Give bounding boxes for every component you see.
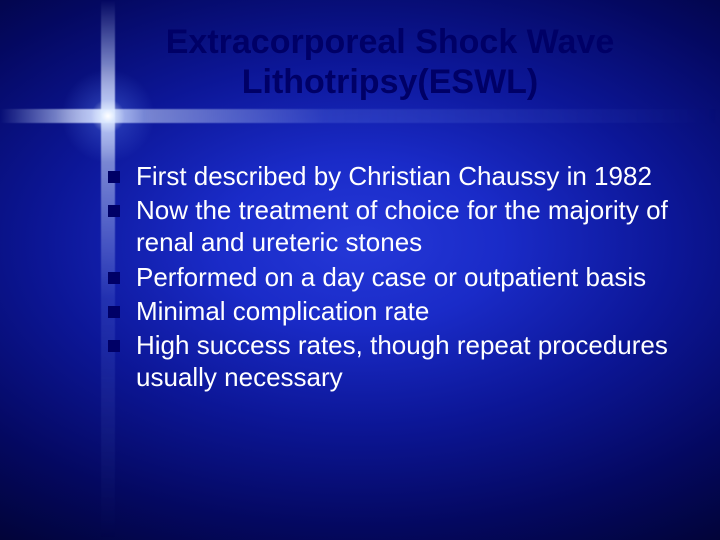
square-bullet-icon bbox=[108, 306, 120, 318]
bullet-text: Now the treatment of choice for the majo… bbox=[136, 194, 680, 258]
bullet-item: First described by Christian Chaussy in … bbox=[108, 160, 680, 192]
slide-title-line1: Extracorporeal Shock Wave bbox=[100, 22, 680, 62]
bullet-item: Performed on a day case or outpatient ba… bbox=[108, 261, 680, 293]
slide-title-line2: Lithotripsy(ESWL) bbox=[100, 62, 680, 102]
slide: Extracorporeal Shock Wave Lithotripsy(ES… bbox=[0, 0, 720, 540]
bullet-item: Minimal complication rate bbox=[108, 295, 680, 327]
slide-body: First described by Christian Chaussy in … bbox=[108, 160, 680, 396]
bullet-item: High success rates, though repeat proced… bbox=[108, 329, 680, 393]
square-bullet-icon bbox=[108, 272, 120, 284]
bullet-text: Minimal complication rate bbox=[136, 295, 680, 327]
square-bullet-icon bbox=[108, 171, 120, 183]
slide-title: Extracorporeal Shock Wave Lithotripsy(ES… bbox=[100, 22, 680, 102]
square-bullet-icon bbox=[108, 340, 120, 352]
square-bullet-icon bbox=[108, 205, 120, 217]
lens-flare-horizontal-streak bbox=[0, 109, 720, 123]
bullet-text: Performed on a day case or outpatient ba… bbox=[136, 261, 680, 293]
bullet-text: First described by Christian Chaussy in … bbox=[136, 160, 680, 192]
bullet-item: Now the treatment of choice for the majo… bbox=[108, 194, 680, 258]
bullet-text: High success rates, though repeat proced… bbox=[136, 329, 680, 393]
